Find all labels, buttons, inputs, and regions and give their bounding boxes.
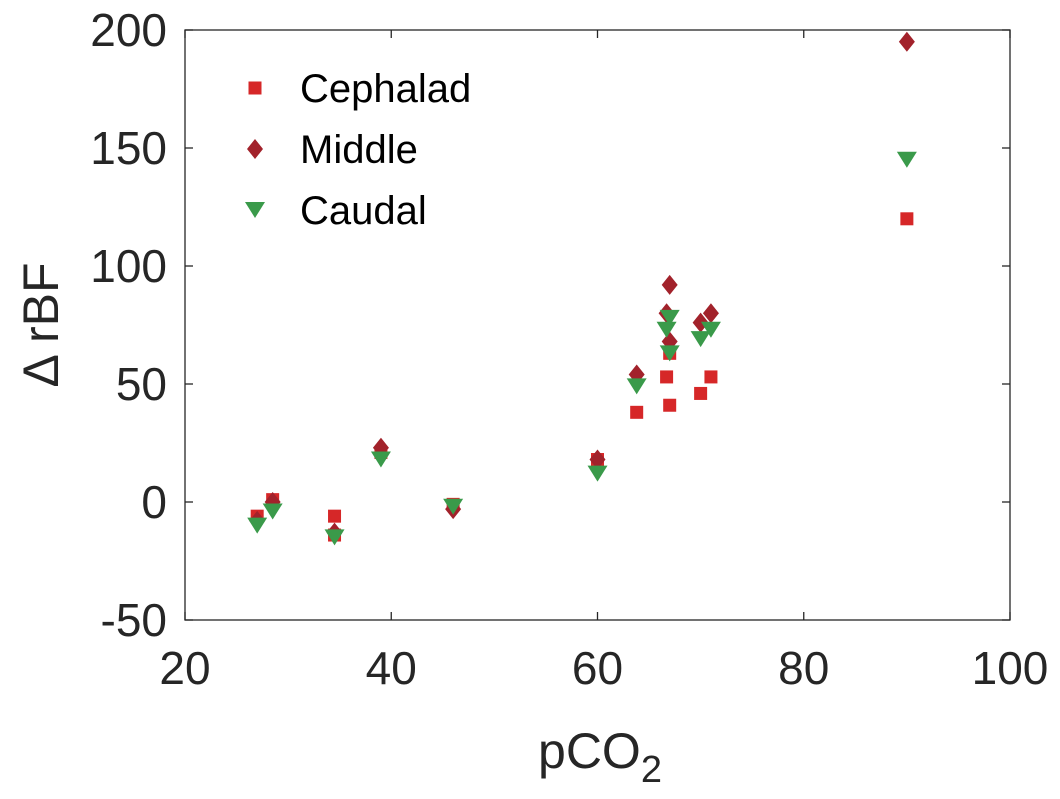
cephalad-point bbox=[328, 509, 342, 523]
x-axis-label: pCO2 bbox=[538, 723, 662, 791]
x-tick-label: 60 bbox=[572, 642, 623, 694]
x-axis-label-subscript: 2 bbox=[641, 749, 662, 791]
y-axis-label: Δ rBF bbox=[13, 262, 69, 387]
legend: Cephalad Middle Caudal bbox=[245, 67, 471, 233]
x-tick-label: 20 bbox=[159, 642, 210, 694]
caudal-point bbox=[443, 498, 464, 515]
x-tick-label: 40 bbox=[366, 642, 417, 694]
caudal-point bbox=[587, 465, 608, 482]
y-tick-label: 150 bbox=[90, 122, 167, 174]
x-axis-label-main: pCO bbox=[538, 723, 641, 779]
axis-tick-labels: 20 40 60 80 100 -50 0 50 100 150 200 bbox=[90, 4, 1048, 694]
caudal-point bbox=[626, 378, 647, 395]
caudal-point bbox=[690, 331, 711, 348]
y-tick-label: 50 bbox=[116, 358, 167, 410]
caudal-point bbox=[370, 451, 391, 468]
cephalad-point bbox=[694, 386, 708, 400]
middle-point bbox=[589, 449, 606, 470]
legend-label-caudal: Caudal bbox=[300, 189, 427, 233]
y-tick-label: 200 bbox=[90, 4, 167, 56]
cephalad-point bbox=[704, 370, 718, 384]
y-tick-label: 100 bbox=[90, 240, 167, 292]
cephalad-point bbox=[660, 370, 674, 384]
caudal-point bbox=[324, 529, 345, 546]
legend-marker-cephalad bbox=[248, 81, 262, 95]
caudal-point bbox=[700, 321, 721, 338]
middle-point bbox=[661, 274, 678, 295]
plot-area bbox=[184, 29, 1011, 621]
cephalad-point bbox=[900, 212, 914, 226]
caudal-point bbox=[659, 345, 680, 362]
legend-marker-caudal bbox=[245, 202, 265, 218]
x-tick-label: 100 bbox=[972, 642, 1049, 694]
legend-label-middle: Middle bbox=[300, 128, 418, 172]
axis-ticks bbox=[184, 29, 1011, 621]
middle-point bbox=[692, 312, 709, 333]
x-tick-label: 80 bbox=[778, 642, 829, 694]
middle-point bbox=[702, 303, 719, 324]
legend-label-cephalad: Cephalad bbox=[300, 67, 471, 111]
caudal-point bbox=[247, 517, 268, 534]
cephalad-point bbox=[630, 405, 644, 419]
caudal-point bbox=[896, 151, 917, 168]
data-points bbox=[247, 31, 917, 546]
caudal-point bbox=[659, 309, 680, 326]
caudal-point bbox=[262, 503, 283, 520]
cephalad-point bbox=[663, 398, 677, 412]
legend-marker-middle bbox=[247, 139, 263, 159]
y-tick-label: 0 bbox=[141, 476, 167, 528]
caudal-point bbox=[656, 321, 677, 338]
middle-point bbox=[898, 31, 915, 52]
y-tick-label: -50 bbox=[101, 594, 167, 646]
